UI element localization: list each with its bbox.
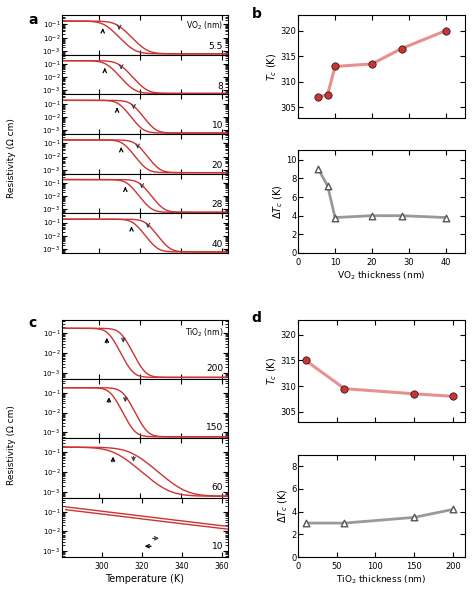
- Point: [331, 62, 339, 71]
- Text: Resistivity (Ω cm): Resistivity (Ω cm): [7, 404, 16, 485]
- Point: [331, 213, 339, 222]
- Point: [324, 90, 331, 99]
- Point: [410, 513, 418, 523]
- Text: c: c: [28, 316, 36, 330]
- Point: [410, 389, 418, 399]
- Text: 10: 10: [211, 542, 223, 551]
- Text: 8: 8: [218, 82, 223, 91]
- Point: [341, 518, 348, 528]
- Point: [315, 93, 322, 102]
- Text: TiO$_2$ (nm): TiO$_2$ (nm): [184, 326, 223, 339]
- Point: [315, 164, 322, 174]
- X-axis label: VO$_2$ thickness (nm): VO$_2$ thickness (nm): [337, 270, 426, 282]
- Point: [302, 356, 310, 365]
- Point: [302, 518, 310, 528]
- Y-axis label: $\Delta T_c$ (K): $\Delta T_c$ (K): [276, 488, 290, 524]
- Point: [341, 384, 348, 393]
- Y-axis label: $T_c$ (K): $T_c$ (K): [266, 357, 279, 385]
- Text: Resistivity (Ω cm): Resistivity (Ω cm): [7, 118, 16, 199]
- Text: 200: 200: [206, 364, 223, 373]
- Y-axis label: $\Delta T_c$ (K): $\Delta T_c$ (K): [271, 185, 285, 219]
- Point: [449, 392, 456, 401]
- Text: 40: 40: [212, 240, 223, 249]
- Text: b: b: [251, 7, 261, 21]
- Text: 5.5: 5.5: [209, 42, 223, 51]
- Point: [398, 44, 405, 54]
- Text: a: a: [28, 13, 38, 27]
- Text: 20: 20: [212, 161, 223, 170]
- Point: [398, 211, 405, 220]
- Text: d: d: [251, 311, 261, 325]
- X-axis label: Temperature (K): Temperature (K): [105, 574, 184, 584]
- Text: 60: 60: [211, 483, 223, 492]
- Point: [324, 181, 331, 191]
- Point: [368, 211, 376, 220]
- Point: [368, 59, 376, 69]
- Point: [442, 26, 450, 35]
- Text: 150: 150: [206, 423, 223, 432]
- Point: [442, 213, 450, 222]
- Text: 28: 28: [212, 200, 223, 209]
- Text: VO$_2$ (nm): VO$_2$ (nm): [186, 20, 223, 32]
- Text: 10: 10: [211, 121, 223, 130]
- X-axis label: TiO$_2$ thickness (nm): TiO$_2$ thickness (nm): [336, 574, 427, 586]
- Point: [449, 504, 456, 514]
- Y-axis label: $T_c$ (K): $T_c$ (K): [266, 52, 279, 80]
